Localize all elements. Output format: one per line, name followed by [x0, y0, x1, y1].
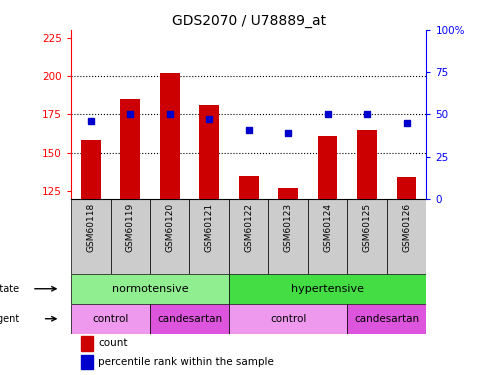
Bar — [160, 73, 180, 199]
Text: GSM60125: GSM60125 — [363, 202, 371, 252]
Bar — [308, 199, 347, 274]
Text: candesartan: candesartan — [157, 314, 222, 324]
Text: disease state: disease state — [0, 284, 20, 294]
Text: GSM60123: GSM60123 — [284, 202, 293, 252]
Bar — [229, 274, 426, 304]
Bar — [269, 199, 308, 274]
Text: GSM60122: GSM60122 — [244, 202, 253, 252]
Bar — [121, 99, 140, 199]
Bar — [347, 304, 426, 334]
Text: count: count — [98, 339, 127, 348]
Bar — [81, 336, 93, 351]
Bar — [150, 304, 229, 334]
Text: GSM60120: GSM60120 — [165, 202, 174, 252]
Text: percentile rank within the sample: percentile rank within the sample — [98, 357, 274, 367]
Bar — [239, 176, 259, 199]
Text: candesartan: candesartan — [354, 314, 419, 324]
Bar — [81, 141, 100, 199]
Bar — [71, 304, 150, 334]
Bar — [71, 199, 111, 274]
Bar — [229, 199, 269, 274]
Text: normotensive: normotensive — [112, 284, 188, 294]
Bar — [357, 130, 377, 199]
Bar — [397, 177, 416, 199]
Text: control: control — [270, 314, 306, 324]
Bar — [71, 274, 229, 304]
Bar — [318, 136, 338, 199]
Bar — [229, 304, 347, 334]
Text: GSM60124: GSM60124 — [323, 202, 332, 252]
Bar — [387, 199, 426, 274]
Title: GDS2070 / U78889_at: GDS2070 / U78889_at — [172, 13, 326, 28]
Bar — [190, 199, 229, 274]
Bar — [199, 105, 219, 199]
Text: GSM60126: GSM60126 — [402, 202, 411, 252]
Bar — [81, 355, 93, 369]
Bar — [111, 199, 150, 274]
Text: GSM60119: GSM60119 — [126, 202, 135, 252]
Text: GSM60121: GSM60121 — [205, 202, 214, 252]
Text: GSM60118: GSM60118 — [86, 202, 95, 252]
Text: hypertensive: hypertensive — [291, 284, 364, 294]
Text: agent: agent — [0, 314, 20, 324]
Bar — [278, 188, 298, 199]
Bar — [347, 199, 387, 274]
Bar — [150, 199, 190, 274]
Text: control: control — [92, 314, 129, 324]
